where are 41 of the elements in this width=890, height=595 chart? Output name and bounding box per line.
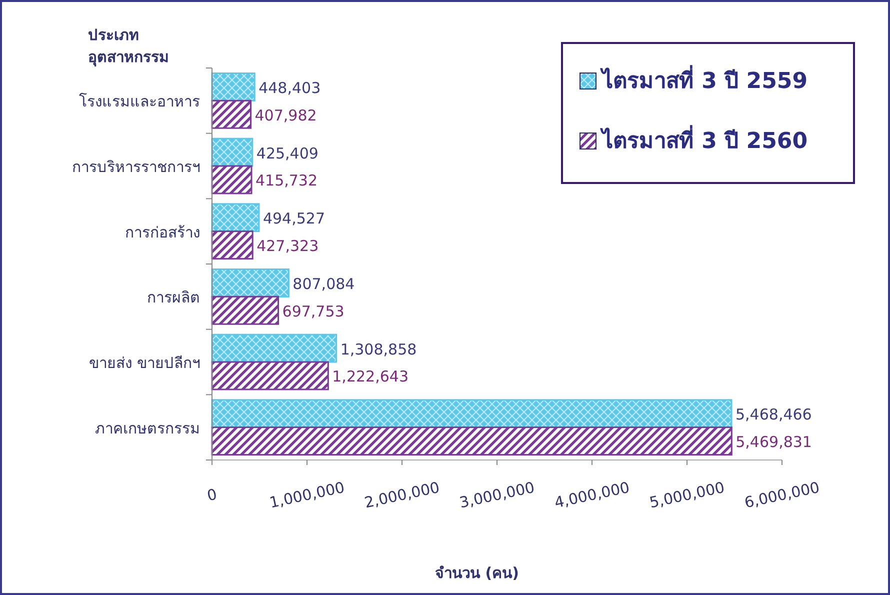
y-tick-label: การบริหารราชการฯ — [72, 158, 200, 176]
x-tick-label: 5,000,000 — [648, 478, 726, 512]
y-tick-label: การก่อสร้าง — [125, 223, 200, 242]
data-label: 425,409 — [256, 144, 318, 162]
y-tick-label: ขายส่ง ขายปลีกฯ — [89, 354, 200, 372]
bar — [211, 296, 280, 325]
bar — [211, 230, 254, 260]
data-label: 5,469,831 — [736, 433, 812, 452]
data-label: 697,753 — [282, 302, 344, 320]
data-label: 448,403 — [258, 78, 321, 97]
x-tick-label: 4,000,000 — [552, 478, 632, 512]
x-tick-label: 3,000,000 — [458, 478, 536, 512]
data-label: 415,732 — [255, 172, 318, 190]
data-label: 1,222,643 — [332, 368, 408, 386]
x-tick-label: 6,000,000 — [742, 478, 822, 512]
x-tick-label: 0 — [205, 485, 219, 505]
bar — [211, 138, 254, 167]
data-label: 494,527 — [262, 210, 326, 228]
y-tick-label: ภาคเกษตรกรรม — [95, 419, 200, 438]
y-axis-title: ประเภท อุตสาหกรรม — [88, 26, 169, 67]
bar — [211, 334, 338, 363]
x-tick-label: 1,000,000 — [268, 478, 346, 512]
data-label: 407,982 — [254, 106, 317, 124]
data-label: 1,308,858 — [340, 340, 417, 358]
data-label: 807,084 — [292, 274, 355, 293]
data-label: 427,323 — [256, 237, 319, 256]
bar — [211, 399, 732, 428]
legend-label: ไตรมาสที่ 3 ปี 2560 — [600, 124, 808, 154]
bar — [211, 100, 252, 129]
bar — [211, 361, 329, 390]
legend-label: ไตรมาสที่ 3 ปี 2559 — [600, 64, 808, 94]
bar — [211, 165, 252, 194]
x-axis-title: จำนวน (คน) — [435, 564, 519, 582]
bar — [211, 268, 290, 298]
bar — [211, 426, 732, 456]
data-label: 5,468,466 — [736, 406, 812, 424]
y-tick-label: การผลิต — [147, 288, 200, 307]
y-tick-label: โรงแรมและอาหาร — [79, 92, 200, 111]
bar — [211, 72, 256, 102]
x-tick-label: 2,000,000 — [362, 478, 442, 512]
bar — [211, 203, 260, 232]
